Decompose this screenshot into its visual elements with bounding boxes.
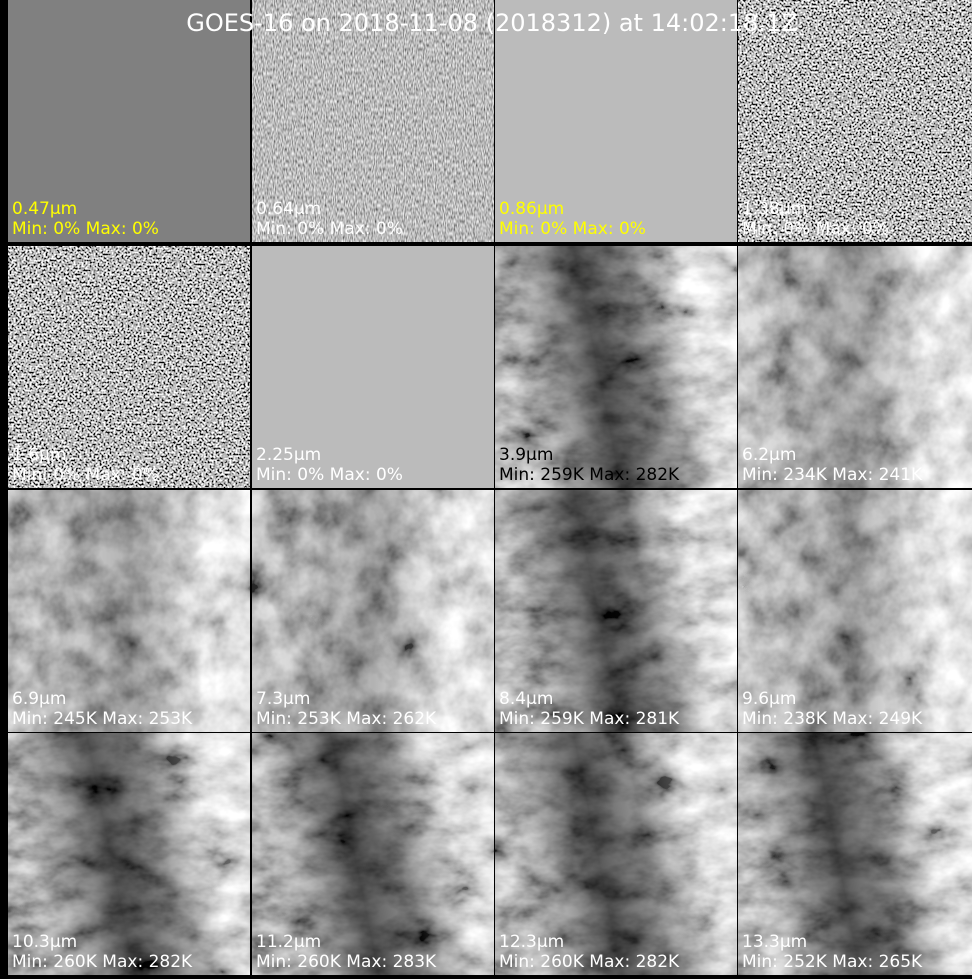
band-label: 0.47μm (12, 199, 77, 219)
stats-label: Min: 260K Max: 282K (499, 952, 680, 972)
band-label: 1.6μm (12, 445, 66, 465)
band-label: 13.3μm (742, 932, 807, 952)
band-label: 9.6μm (742, 689, 796, 709)
panel-shading (495, 246, 737, 488)
figure-title: GOES-16 on 2018-11-08 (2018312) at 14:02… (186, 9, 797, 37)
stats-label: Min: 260K Max: 283K (256, 952, 437, 972)
panel-image (738, 0, 972, 242)
stats-label: Min: 0% Max: 0% (499, 219, 646, 239)
stats-label: Min: 0% Max: 0% (742, 219, 889, 239)
panel-image (495, 0, 737, 242)
stats-label: Min: 0% Max: 0% (12, 219, 159, 239)
band-label: 10.3μm (12, 932, 77, 952)
panel-shading (8, 490, 250, 732)
stats-label: Min: 260K Max: 282K (12, 952, 193, 972)
band-label: 11.2μm (256, 932, 321, 952)
band-label: 0.64μm (256, 199, 321, 219)
band-label: 6.9μm (12, 689, 66, 709)
band-label: 12.3μm (499, 932, 564, 952)
stats-label: Min: 0% Max: 0% (256, 219, 403, 239)
stats-label: Min: 252K Max: 265K (742, 952, 923, 972)
band-label: 8.4μm (499, 689, 553, 709)
panel-shading (495, 733, 737, 975)
stats-label: Min: 234K Max: 241K (742, 465, 923, 485)
panel-image (8, 246, 250, 488)
band-label: 1.38μm (742, 199, 807, 219)
panel-shading (738, 490, 972, 732)
stats-label: Min: 245K Max: 253K (12, 709, 193, 729)
stats-label: Min: 238K Max: 249K (742, 709, 923, 729)
panel-shading (738, 733, 972, 975)
panel-shading (252, 490, 494, 732)
panel-image (252, 246, 494, 488)
band-label: 0.86μm (499, 199, 564, 219)
panel-image (8, 0, 250, 242)
panel-image (252, 0, 494, 242)
panel-shading (738, 246, 972, 488)
band-label: 2.25μm (256, 445, 321, 465)
band-label: 6.2μm (742, 445, 796, 465)
band-label: 3.9μm (499, 445, 553, 465)
stats-label: Min: 253K Max: 262K (256, 709, 437, 729)
stats-label: Min: 0% Max: 0% (256, 465, 403, 485)
band-label: 7.3μm (256, 689, 310, 709)
panel-shading (495, 490, 737, 732)
stats-label: Min: 259K Max: 281K (499, 709, 680, 729)
stats-label: Min: 0% Max: 0% (12, 465, 159, 485)
panel-shading (252, 733, 494, 975)
stats-label: Min: 259K Max: 282K (499, 465, 680, 485)
panel-shading (8, 733, 250, 975)
